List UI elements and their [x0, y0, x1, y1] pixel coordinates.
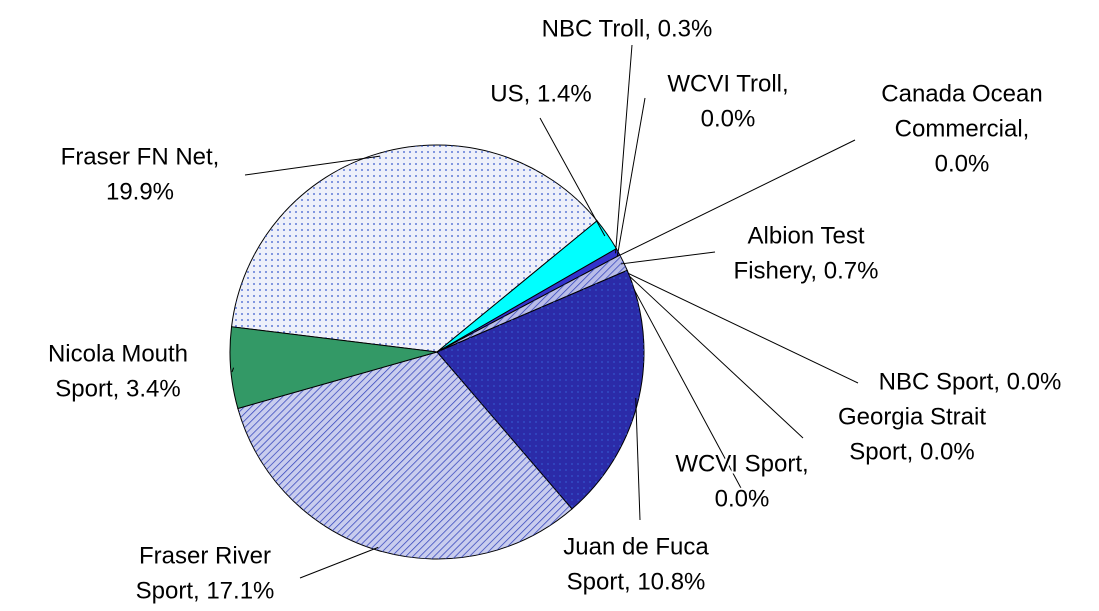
slice-label: Commercial,: [895, 115, 1030, 142]
slice-label: WCVI Troll,: [667, 70, 788, 97]
slice-label: 0.0%: [701, 105, 756, 132]
slice-label: 0.0%: [935, 150, 990, 177]
leader-line: [617, 139, 856, 257]
slice-label: Nicola Mouth: [48, 340, 188, 367]
pie-slice: [229, 326, 438, 410]
slice-label: Sport, 10.8%: [567, 568, 706, 595]
slice-texture: [437, 255, 628, 352]
slice-label: Georgia Strait: [838, 403, 986, 430]
leader-line: [539, 117, 606, 237]
slice-label: 0.0%: [715, 485, 770, 512]
leader-line: [615, 44, 633, 254]
slice-texture: [437, 270, 644, 509]
leader-line: [299, 546, 379, 579]
slice-label: Fraser FN Net,: [61, 143, 220, 170]
slice-label: 19.9%: [106, 178, 174, 205]
slice-label: Juan de Fuca: [563, 533, 709, 560]
leader-line: [244, 155, 381, 176]
leader-line: [635, 398, 641, 521]
slice-texture: [231, 145, 598, 352]
leader-line: [231, 367, 235, 373]
leader-line: [624, 271, 743, 491]
slice-label: WCVI Sport,: [675, 450, 808, 477]
slice-label: NBC Troll, 0.3%: [542, 15, 713, 42]
slice-label: Fishery, 0.7%: [734, 257, 879, 284]
leader-line: [620, 251, 716, 265]
slice-label: Sport, 17.1%: [136, 577, 275, 604]
slice-label: Sport, 0.0%: [849, 438, 974, 465]
leader-line: [616, 97, 646, 257]
slice-label: Canada Ocean: [881, 80, 1042, 107]
slice-label: NBC Sport, 0.0%: [879, 368, 1062, 395]
slice-label: Sport, 3.4%: [55, 375, 180, 402]
slice-label: Albion Test: [748, 222, 865, 249]
slice-label: Fraser River: [139, 542, 271, 569]
slice-label: US, 1.4%: [490, 80, 591, 107]
leader-line: [624, 271, 859, 384]
leader-line: [624, 271, 804, 439]
slice-texture: [237, 352, 572, 560]
